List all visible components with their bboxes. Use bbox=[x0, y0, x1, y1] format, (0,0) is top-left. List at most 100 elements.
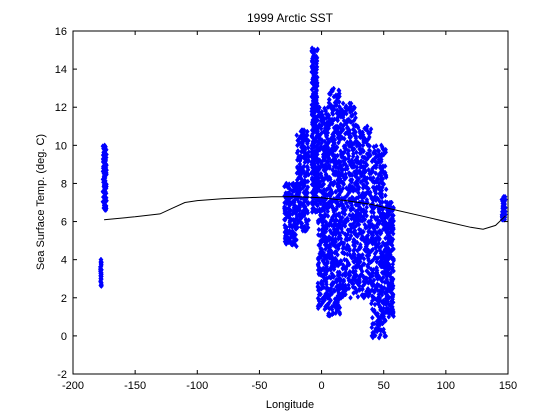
mean-line bbox=[104, 196, 506, 230]
scatter-point bbox=[334, 211, 339, 218]
scatter-point bbox=[324, 133, 329, 140]
scatter-point bbox=[304, 152, 310, 159]
y-tick-label: 0 bbox=[61, 331, 67, 343]
scatter-point bbox=[316, 242, 322, 249]
scatter-point bbox=[364, 151, 370, 157]
scatter-point bbox=[294, 213, 300, 220]
scatter-point bbox=[285, 190, 291, 197]
y-tick-label: 14 bbox=[55, 64, 67, 76]
scatter-point bbox=[356, 210, 362, 217]
scatter-point bbox=[348, 294, 353, 301]
scatter-point bbox=[360, 286, 365, 293]
scatter-point bbox=[330, 272, 336, 279]
scatter-point bbox=[390, 291, 396, 298]
scatter-point bbox=[315, 112, 321, 119]
scatter-point bbox=[372, 158, 378, 164]
scatter-point bbox=[291, 209, 296, 215]
scatter-point bbox=[338, 240, 344, 247]
scatter-point bbox=[379, 191, 385, 197]
chart-title: 1999 Arctic SST bbox=[247, 11, 334, 25]
scatter-point bbox=[339, 229, 345, 235]
scatter-point bbox=[351, 104, 357, 111]
scatter-point bbox=[98, 259, 104, 266]
scatter-point bbox=[369, 214, 375, 220]
scatter-point bbox=[332, 255, 338, 262]
scatter-point bbox=[296, 153, 302, 160]
scatter-point bbox=[355, 175, 360, 182]
scatter-point bbox=[104, 151, 109, 158]
scatter-point bbox=[344, 192, 350, 199]
scatter-point bbox=[391, 205, 396, 212]
scatter-point bbox=[317, 132, 323, 138]
scatter-point bbox=[359, 158, 364, 165]
scatter-point bbox=[338, 235, 344, 242]
scatter-point bbox=[375, 294, 381, 301]
scatter-point bbox=[344, 215, 350, 222]
scatter-point bbox=[338, 148, 344, 155]
scatter-point bbox=[338, 178, 344, 185]
scatter-point bbox=[309, 63, 314, 70]
scatter-point bbox=[283, 180, 289, 187]
scatter-point bbox=[323, 290, 328, 297]
scatter-point bbox=[336, 169, 342, 176]
scatter-point bbox=[325, 111, 331, 118]
scatter-point bbox=[310, 98, 316, 104]
scatter-point bbox=[326, 291, 332, 298]
scatter-point bbox=[336, 91, 341, 98]
scatter-point bbox=[333, 168, 339, 175]
scatter-point bbox=[376, 156, 382, 163]
scatter-point bbox=[339, 214, 345, 221]
scatter-point bbox=[350, 126, 356, 133]
scatter-point bbox=[383, 186, 389, 193]
scatter-point bbox=[326, 310, 331, 317]
scatter-point bbox=[318, 213, 324, 219]
scatter-point bbox=[370, 184, 376, 191]
scatter-point bbox=[340, 122, 346, 129]
scatter-point bbox=[370, 314, 375, 321]
scatter-point bbox=[355, 252, 361, 259]
y-tick-label: 2 bbox=[61, 293, 67, 305]
scatter-point bbox=[350, 284, 356, 290]
scatter-point bbox=[325, 213, 331, 219]
scatter-point bbox=[336, 99, 342, 105]
scatter-point bbox=[100, 143, 106, 150]
scatter-point bbox=[351, 117, 357, 124]
scatter-point bbox=[369, 278, 374, 285]
scatter-point bbox=[379, 288, 385, 295]
scatter-point bbox=[356, 255, 361, 261]
scatter-point bbox=[334, 123, 340, 130]
scatter-point bbox=[329, 203, 335, 209]
scatter-point bbox=[337, 105, 343, 112]
scatter-point bbox=[348, 100, 354, 107]
scatter-point bbox=[355, 293, 361, 300]
scatter-point bbox=[305, 144, 311, 151]
scatter-point bbox=[98, 256, 104, 263]
scatter-point bbox=[372, 226, 377, 232]
scatter-point bbox=[336, 87, 342, 94]
scatter-point bbox=[317, 121, 322, 128]
scatter-point bbox=[347, 182, 352, 189]
scatter-point bbox=[349, 194, 355, 201]
scatter-point bbox=[343, 282, 348, 289]
scatter-point bbox=[300, 164, 306, 171]
scatter-point bbox=[365, 285, 371, 292]
scatter-point bbox=[499, 208, 505, 215]
scatter-point bbox=[371, 209, 376, 216]
scatter-point bbox=[355, 124, 361, 131]
scatter-point bbox=[330, 231, 336, 237]
scatter-point bbox=[325, 144, 331, 151]
scatter-point bbox=[375, 281, 380, 288]
scatter-point bbox=[374, 265, 379, 271]
scatter-point bbox=[326, 152, 331, 159]
scatter-point bbox=[309, 148, 315, 155]
scatter-point bbox=[371, 143, 377, 150]
y-tick-label: 16 bbox=[55, 26, 67, 38]
scatter-point bbox=[361, 229, 366, 235]
scatter-point bbox=[317, 291, 323, 298]
scatter-point bbox=[296, 174, 301, 181]
scatter-point bbox=[365, 128, 371, 135]
scatter-point bbox=[373, 170, 379, 177]
scatter-point bbox=[324, 281, 329, 288]
scatter-point bbox=[356, 186, 361, 193]
scatter-point bbox=[358, 241, 363, 248]
